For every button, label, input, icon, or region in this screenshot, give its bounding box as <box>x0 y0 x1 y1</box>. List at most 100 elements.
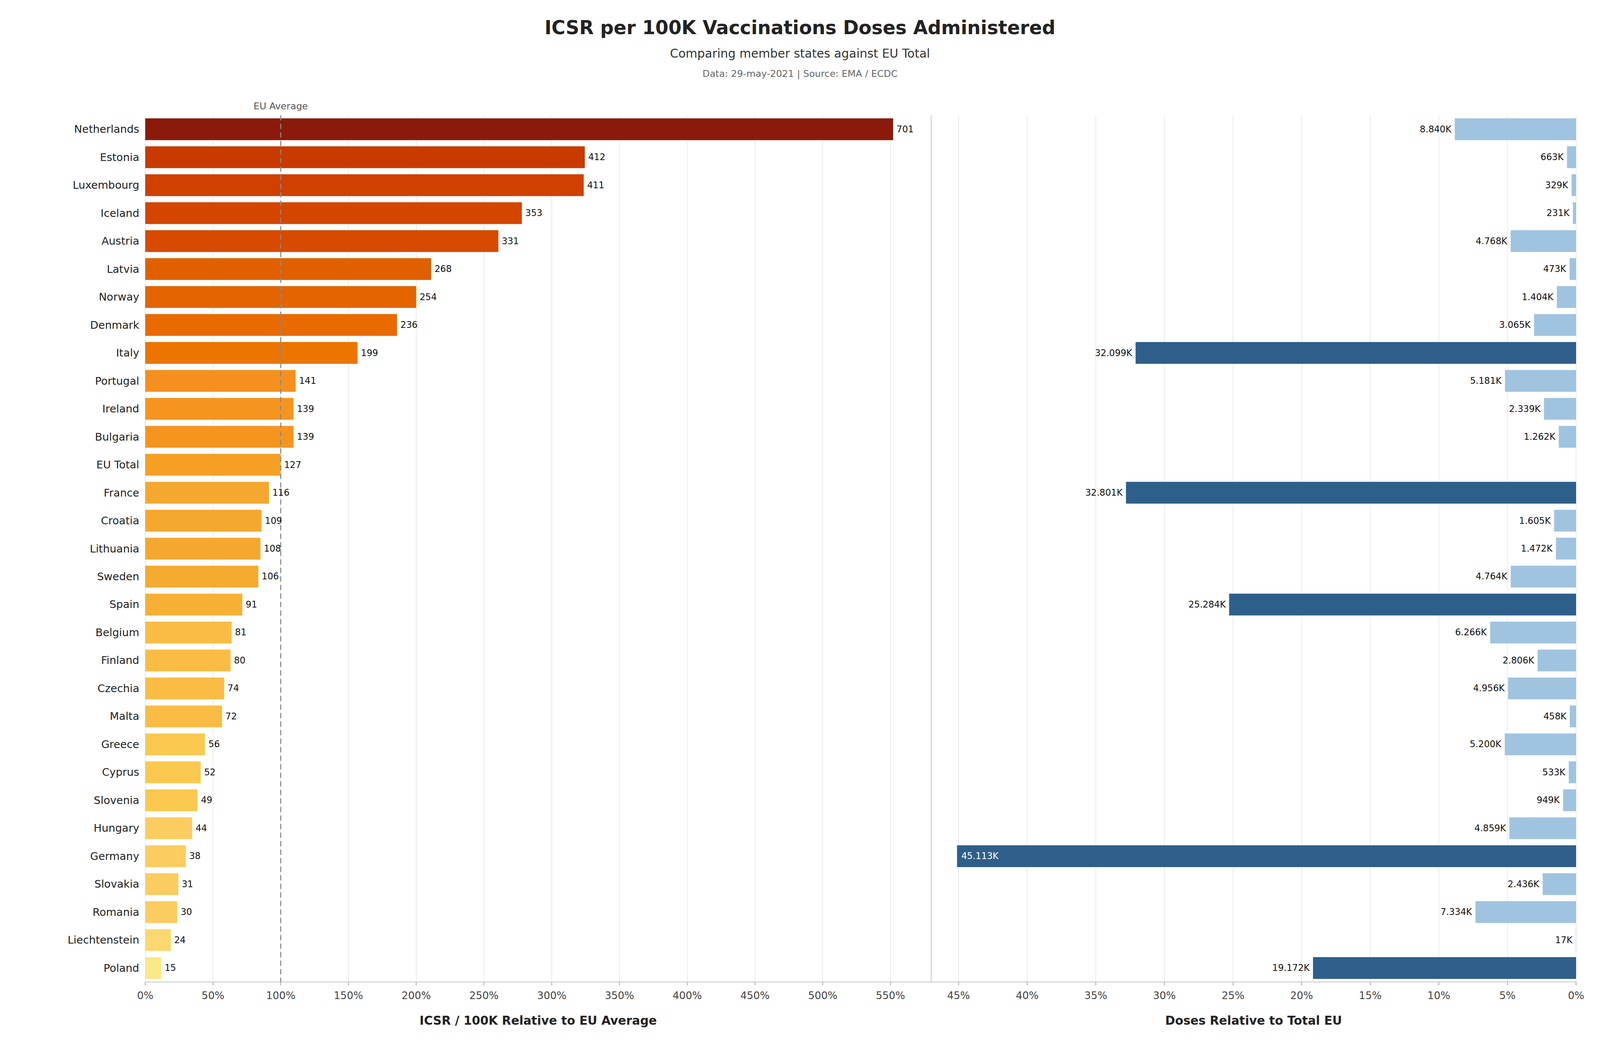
bar <box>1563 789 1577 812</box>
category-label: Ireland <box>102 402 140 416</box>
category-label: France <box>103 486 140 500</box>
bar <box>1556 286 1577 308</box>
category-label: Cyprus <box>102 766 140 779</box>
data-label: 31 <box>181 879 194 890</box>
category-label: Lithuania <box>89 542 140 556</box>
data-label: 24 <box>174 935 186 946</box>
bar <box>1312 957 1577 980</box>
grid-line <box>551 115 553 983</box>
data-label: 2.339K <box>1509 404 1542 415</box>
category-label: Hungary <box>93 822 140 835</box>
tick-mark <box>1301 982 1303 986</box>
tick-mark <box>144 982 146 986</box>
data-label: 127 <box>284 460 302 471</box>
bar <box>1567 146 1577 169</box>
marks <box>145 115 894 983</box>
note: Data: 29-may-2021 | Source: EMA / ECDC <box>702 68 898 80</box>
bar <box>145 426 294 449</box>
bar <box>145 342 358 364</box>
data-label: 109 <box>264 515 282 527</box>
bar <box>145 929 171 952</box>
data-label: 72 <box>225 711 238 722</box>
axis-label: ICSR / 100K Relative to EU Average <box>419 1013 657 1029</box>
panel-1: 45%40%35%30%25%20%15%10%5%0%8.840K663K32… <box>931 115 1585 1029</box>
data-label: 5.200K <box>1469 739 1502 750</box>
bar <box>1544 398 1577 420</box>
data-label: 45.113K <box>961 851 1000 862</box>
tick-mark <box>686 982 688 986</box>
category-label: Portugal <box>94 375 140 388</box>
data-label: 458K <box>1543 711 1567 722</box>
bar <box>1569 705 1577 728</box>
bar <box>957 845 1577 868</box>
divider <box>930 115 932 983</box>
bar <box>1553 509 1577 532</box>
data-label: 4.956K <box>1473 683 1506 694</box>
tick-label: 0% <box>1567 990 1585 1003</box>
data-label: 7.334K <box>1440 907 1473 918</box>
data-label: 30 <box>180 907 193 918</box>
data-label: 2.436K <box>1507 879 1540 890</box>
annotation: EU Average <box>253 100 308 112</box>
category-label: Liechtenstein <box>67 934 140 947</box>
data-label: 4.764K <box>1475 571 1508 582</box>
data-label: 268 <box>434 263 452 275</box>
tick-label: 200% <box>401 990 431 1003</box>
tick-label: 500% <box>808 990 838 1003</box>
data-label: 74 <box>227 683 240 694</box>
category-label: Greece <box>101 738 140 751</box>
bar <box>1508 677 1577 700</box>
category-label: Poland <box>103 962 140 975</box>
axis-label: Doses Relative to Total EU <box>1165 1013 1343 1029</box>
bar <box>1542 873 1577 896</box>
data-label: 15 <box>164 963 176 974</box>
data-label: 19.172K <box>1272 963 1310 974</box>
x-axis-line <box>931 981 1577 983</box>
data-label: 8.840K <box>1419 124 1452 135</box>
bar <box>145 314 398 337</box>
tick-mark <box>619 982 621 986</box>
data-label: 412 <box>588 152 606 163</box>
tick-label: 0% <box>137 990 154 1003</box>
category-label: Italy <box>116 346 140 360</box>
bar <box>145 509 262 532</box>
tick-label: 100% <box>266 990 296 1003</box>
bar <box>1509 817 1577 840</box>
data-label: 411 <box>587 180 605 191</box>
data-label: 116 <box>272 487 290 499</box>
bar <box>1556 537 1577 560</box>
tick-mark <box>1369 982 1371 986</box>
bar <box>145 537 261 560</box>
data-label: 533K <box>1542 767 1566 778</box>
category-label: Spain <box>109 598 140 611</box>
bar <box>145 118 894 141</box>
data-label: 353 <box>525 208 543 219</box>
bar <box>145 621 232 644</box>
tick-mark <box>551 982 553 986</box>
bar <box>145 957 162 980</box>
grid-line <box>619 115 621 983</box>
bar <box>145 258 431 281</box>
data-label: 91 <box>245 599 258 610</box>
category-label: Sweden <box>96 570 140 584</box>
tick-label: 20% <box>1290 990 1313 1003</box>
bar <box>1504 733 1577 756</box>
bar <box>1568 761 1577 784</box>
category-label: Iceland <box>100 207 140 220</box>
data-label: 701 <box>896 124 914 135</box>
tick-label: 35% <box>1084 990 1108 1003</box>
panel-0: 0%50%100%150%200%250%300%350%400%450%500… <box>67 100 932 1029</box>
category-label: Netherlands <box>74 123 140 136</box>
bar <box>1558 426 1577 449</box>
data-label: 5.181K <box>1470 375 1503 387</box>
tick-mark <box>1507 982 1509 986</box>
data-label: 81 <box>234 627 247 638</box>
tick-label: 50% <box>201 990 225 1003</box>
bar <box>145 398 294 420</box>
category-label: Austria <box>101 234 140 248</box>
bar <box>145 845 186 868</box>
tick-mark <box>1163 982 1165 986</box>
background <box>0 0 1600 1058</box>
grid-line <box>754 115 756 983</box>
tick-mark <box>1438 982 1440 986</box>
